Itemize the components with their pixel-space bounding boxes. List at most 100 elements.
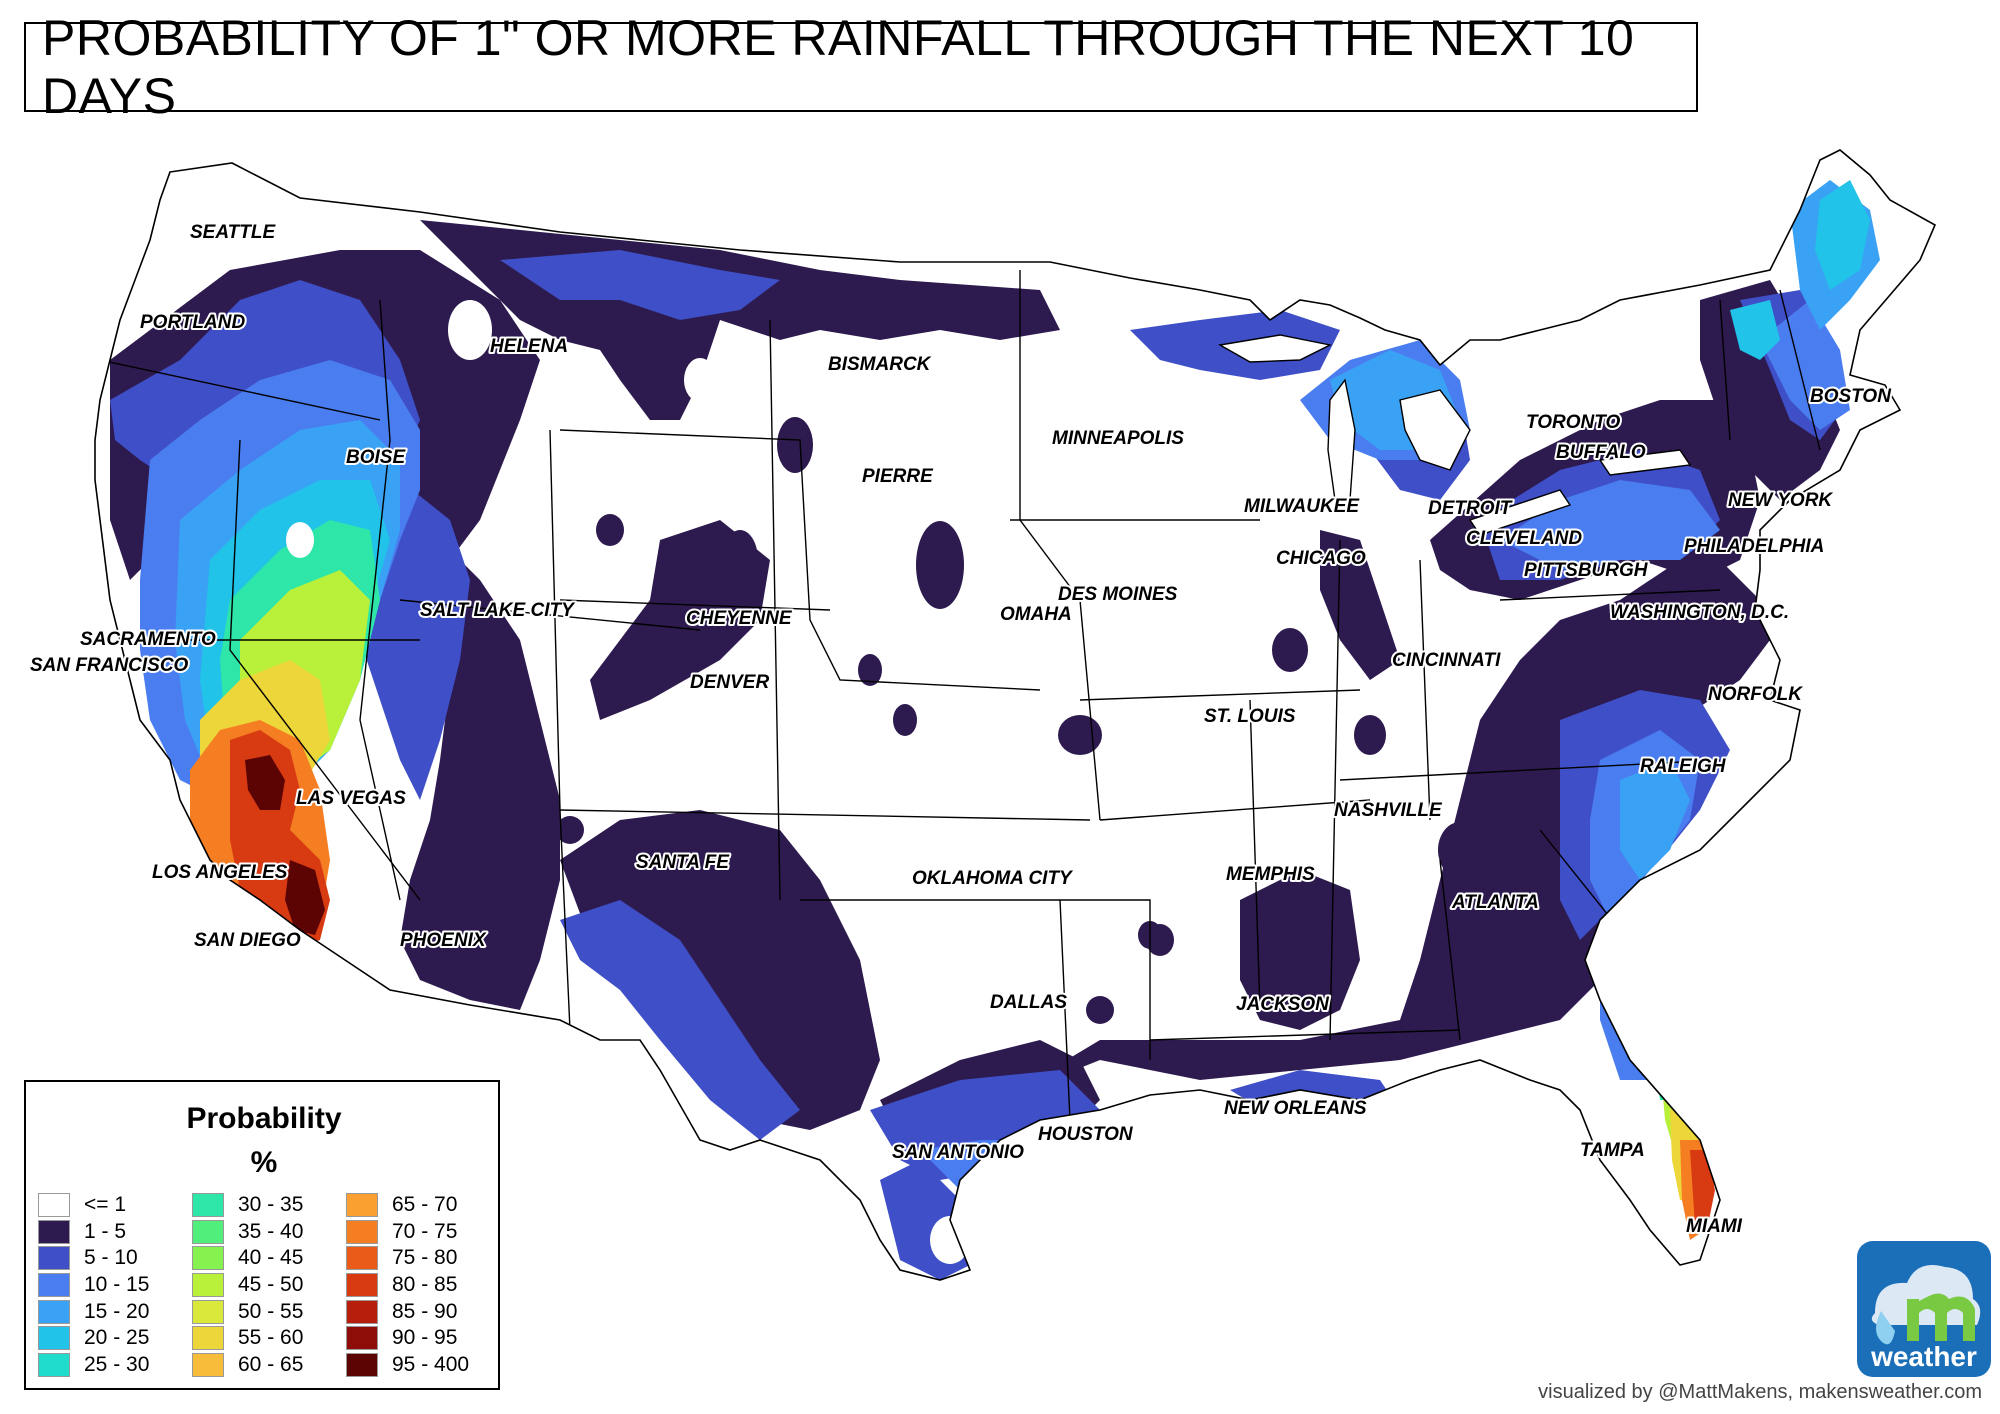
city-label: LOS ANGELES	[152, 862, 288, 883]
legend-item: 30 - 35	[192, 1192, 303, 1219]
precip-band-90-400	[245, 755, 325, 935]
legend-label: 75 - 80	[392, 1246, 458, 1270]
city-labels: SEATTLE PORTLAND HELENA BISMARCK BOISE P…	[28, 220, 1894, 1239]
legend-item: 85 - 90	[346, 1298, 469, 1325]
city-label: SANTA FE	[636, 852, 730, 873]
city-label: PHOENIX	[400, 930, 487, 951]
city-label: DES MOINES	[1058, 584, 1178, 605]
legend-swatch	[38, 1193, 70, 1218]
city-label: DENVER	[690, 672, 769, 693]
legend-swatch	[346, 1326, 378, 1351]
legend-swatch	[38, 1299, 70, 1324]
city-label: CINCINNATI	[1392, 650, 1501, 671]
legend-label: 20 - 25	[84, 1326, 150, 1350]
legend-swatch	[346, 1193, 378, 1218]
legend-item: <= 1	[38, 1192, 149, 1219]
legend-label: 45 - 50	[238, 1273, 304, 1297]
state-boundaries	[99, 270, 1821, 1121]
legend-label: 70 - 75	[392, 1219, 458, 1243]
city-label: NORFOLK	[1708, 684, 1803, 705]
legend-label: 95 - 400	[392, 1352, 470, 1376]
map-title: PROBABILITY OF 1" OR MORE RAINFALL THROU…	[42, 10, 1635, 124]
city-label: ST. LOUIS	[1204, 706, 1296, 727]
city-label: SACRAMENTO	[80, 629, 216, 650]
city-label: PITTSBURGH	[1524, 560, 1649, 581]
city-label: SEATTLE	[190, 222, 276, 243]
city-label: CLEVELAND	[1466, 528, 1582, 549]
legend-swatch	[192, 1326, 224, 1351]
city-label: CHICAGO	[1276, 548, 1366, 569]
legend-swatch	[346, 1273, 378, 1298]
legend-item: 65 - 70	[346, 1192, 469, 1219]
legend-item: 15 - 20	[38, 1298, 149, 1325]
legend-label: 90 - 95	[392, 1326, 458, 1350]
legend-swatch	[192, 1193, 224, 1218]
legend-label: 1 - 5	[84, 1219, 127, 1243]
city-label: BOISE	[346, 447, 406, 468]
legend-label: 5 - 10	[84, 1246, 138, 1270]
legend-item: 50 - 55	[192, 1298, 303, 1325]
city-label: NEW ORLEANS	[1224, 1098, 1367, 1119]
city-label: DALLAS	[990, 992, 1067, 1013]
credit-text: visualized by @MattMakens, makensweather…	[1538, 1381, 1982, 1403]
city-label: OMAHA	[1000, 604, 1072, 625]
city-label: PORTLAND	[140, 312, 245, 333]
legend-swatch	[38, 1273, 70, 1298]
legend-item: 80 - 85	[346, 1272, 469, 1299]
legend-item: 60 - 65	[192, 1352, 303, 1379]
legend-swatch	[192, 1219, 224, 1244]
city-label: RALEIGH	[1640, 756, 1727, 777]
legend-column-3: 65 - 70 70 - 75 75 - 80 80 - 85 85 - 90 90 - …	[346, 1192, 469, 1378]
legend-label: 30 - 35	[238, 1193, 304, 1217]
legend-item: 1 - 5	[38, 1219, 149, 1246]
city-label: LAS VEGAS	[296, 788, 406, 809]
city-label: PIERRE	[862, 466, 934, 487]
legend-swatch	[192, 1352, 224, 1377]
legend-label: 15 - 20	[84, 1299, 150, 1323]
city-label: NASHVILLE	[1334, 800, 1443, 821]
legend-item: 35 - 40	[192, 1219, 303, 1246]
legend-item: 95 - 400	[346, 1352, 469, 1379]
city-label: MINNEAPOLIS	[1052, 428, 1184, 449]
city-label: TORONTO	[1526, 412, 1621, 433]
legend-label: 60 - 65	[238, 1352, 304, 1376]
city-label: NEW YORK	[1728, 490, 1833, 511]
city-label: HOUSTON	[1038, 1124, 1134, 1145]
legend-swatch	[38, 1246, 70, 1271]
legend-label: 25 - 30	[84, 1352, 150, 1376]
legend-item: 70 - 75	[346, 1219, 469, 1246]
legend-swatch	[346, 1246, 378, 1271]
title-box: PROBABILITY OF 1" OR MORE RAINFALL THROU…	[24, 10, 1698, 124]
legend-item: 90 - 95	[346, 1325, 469, 1352]
city-label: DETROIT	[1428, 498, 1513, 519]
legend-swatch	[38, 1219, 70, 1244]
city-label: BOSTON	[1810, 386, 1892, 407]
city-label: OKLAHOMA CITY	[912, 868, 1074, 889]
city-label: CHEYENNE	[686, 608, 793, 629]
legend-item: 40 - 45	[192, 1245, 303, 1272]
city-label: SALT LAKE CITY	[420, 600, 576, 621]
legend-label: 55 - 60	[238, 1326, 304, 1350]
legend-label: 40 - 45	[238, 1246, 304, 1270]
makens-weather-logo: weather	[1857, 1241, 1991, 1377]
legend-item: 55 - 60	[192, 1325, 303, 1352]
legend-label: 65 - 70	[392, 1193, 458, 1217]
city-label: SAN FRANCISCO	[30, 655, 189, 676]
legend-swatch	[346, 1219, 378, 1244]
legend-item: 75 - 80	[346, 1245, 469, 1272]
city-label: TAMPA	[1580, 1140, 1645, 1161]
legend-label: <= 1	[84, 1193, 127, 1217]
legend-item: 5 - 10	[38, 1245, 149, 1272]
legend-label: 35 - 40	[238, 1219, 304, 1243]
makens-weather-logo-icon	[1871, 1265, 1981, 1345]
city-label: JACKSON	[1236, 994, 1330, 1015]
legend-column-2: 30 - 35 35 - 40 40 - 45 45 - 50 50 - 55 55 - …	[192, 1192, 303, 1378]
city-label: SAN ANTONIO	[892, 1142, 1024, 1163]
city-label: ATLANTA	[1451, 892, 1539, 913]
precip-layers	[110, 180, 1880, 1280]
legend-label: 80 - 85	[392, 1273, 458, 1297]
city-label: BISMARCK	[828, 354, 932, 375]
